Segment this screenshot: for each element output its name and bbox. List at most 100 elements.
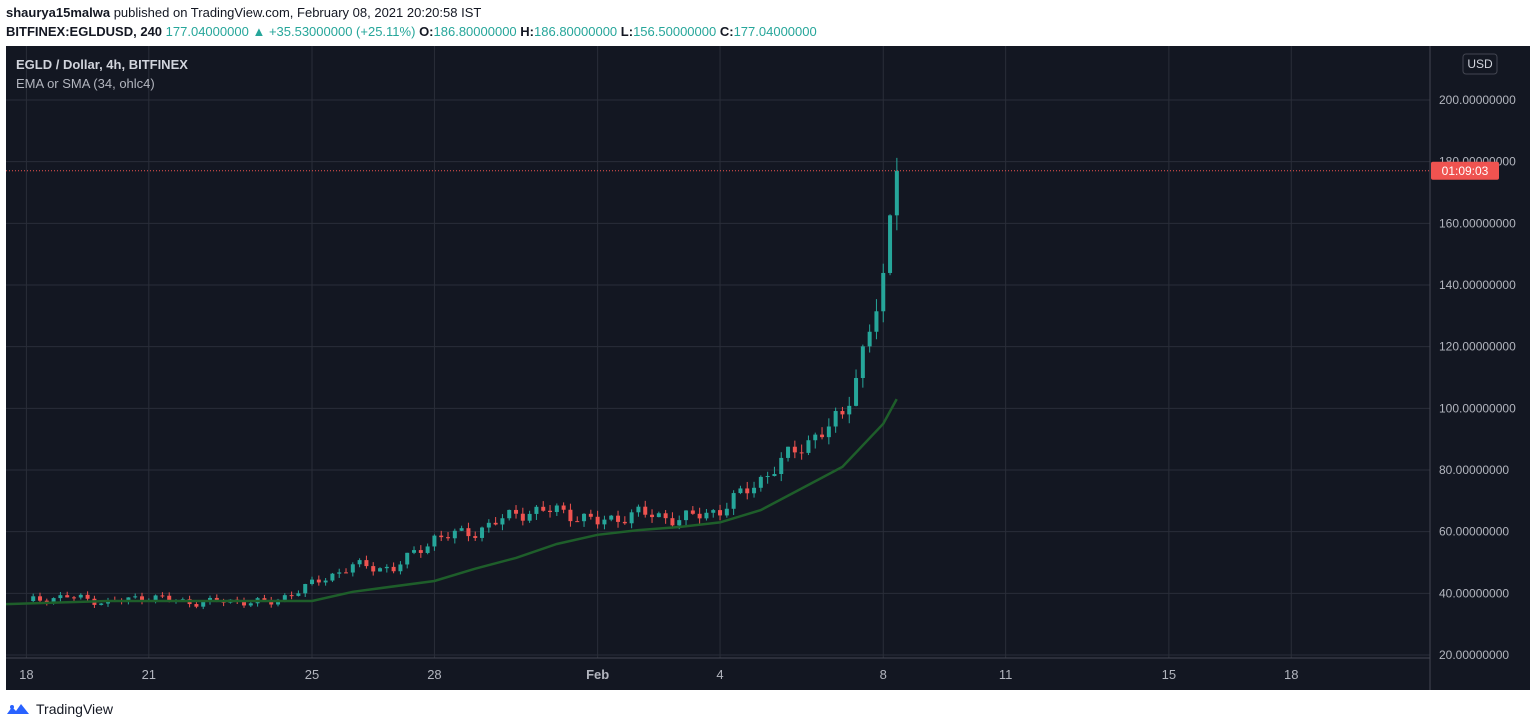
high-label: H: (520, 24, 535, 39)
candle-body (833, 411, 838, 427)
symbol-label: BITFINEX:EGLDUSD, 240 (6, 24, 163, 39)
candle-body (242, 601, 247, 606)
candle-body (826, 426, 831, 438)
candle-body (820, 434, 825, 438)
candle-body (568, 509, 573, 522)
candle-body (493, 522, 498, 525)
candle-body (575, 521, 580, 523)
candle-body (690, 510, 695, 514)
candle-body (745, 488, 750, 494)
candle-body (527, 513, 532, 521)
price-tick-label: 60.00000000 (1439, 525, 1509, 539)
time-tick-label: 18 (1284, 667, 1298, 682)
candle-body (38, 596, 43, 601)
candle-body (663, 513, 668, 519)
time-axis[interactable]: 18 21 25 28 Feb 4 8 11 15 18 (19, 667, 1298, 682)
candle-body (840, 411, 845, 415)
candle-body (310, 579, 315, 585)
candle-body (894, 170, 899, 216)
candle-body (786, 446, 791, 458)
candle-body (371, 566, 376, 572)
candle-body (452, 530, 457, 539)
grid (6, 46, 1430, 658)
candle-body (480, 527, 485, 538)
price-tick-label: 200.00000000 (1439, 93, 1516, 107)
candle-body (752, 487, 757, 494)
candle-body (867, 331, 872, 347)
candle-body (65, 595, 70, 598)
price-axis[interactable]: 200.00000000180.00000000160.00000000140.… (1439, 93, 1516, 662)
candle-body (486, 522, 491, 528)
time-tick-label: 15 (1162, 667, 1176, 682)
close-label: C: (719, 24, 734, 39)
candle-body (316, 579, 321, 583)
candle-body (160, 595, 165, 597)
candle-body (772, 473, 777, 477)
time-tick-label: 18 (19, 667, 33, 682)
candle-body (473, 536, 478, 538)
price-tick-label: 40.00000000 (1439, 586, 1509, 600)
candle-body (650, 514, 655, 518)
currency-button[interactable]: USD (1462, 53, 1498, 75)
legend-title: EGLD / Dollar, 4h, BITFINEX (16, 57, 188, 72)
candle-body (534, 506, 539, 514)
price-badge: 01:09:03 (1431, 161, 1499, 180)
close-value: 177.04000000 (733, 24, 817, 39)
currency-button-label[interactable]: USD (1467, 57, 1493, 71)
last-price: 177.04000000 (165, 24, 249, 39)
candle-body (588, 513, 593, 517)
candle-body (507, 509, 512, 519)
candle-body (799, 452, 804, 454)
price-change: +35.53000000 (+25.11%) (268, 24, 416, 39)
candle-body (656, 513, 661, 518)
countdown-badge (1431, 161, 1499, 180)
candle-body (330, 573, 335, 581)
candle-body (405, 552, 410, 565)
high-value: 186.80000000 (534, 24, 618, 39)
candle-body (323, 580, 328, 583)
candle-body (391, 566, 396, 572)
moving-average-line (6, 398, 898, 606)
candle-body (425, 546, 430, 553)
candle-body (140, 596, 145, 601)
candle-body (201, 601, 206, 607)
candle-body (337, 572, 342, 574)
candle-body (364, 560, 369, 567)
price-tick-label: 160.00000000 (1439, 216, 1516, 230)
tradingview-logo-icon[interactable] (6, 701, 30, 717)
candle-body (31, 596, 36, 602)
candle-body (554, 505, 559, 513)
candle-body (384, 566, 389, 569)
author-name[interactable]: shaurya15malwa (6, 5, 111, 20)
candle-body (72, 597, 77, 599)
candle-body (167, 595, 172, 601)
time-tick-label: 4 (716, 667, 723, 682)
currency-button-box[interactable] (1462, 53, 1498, 75)
candle-body (439, 535, 444, 538)
ohlc-line: BITFINEX:EGLDUSD, 240 177.04000000 ▲ +35… (6, 22, 1526, 42)
time-tick-label: 25 (305, 667, 319, 682)
candle-body (765, 476, 770, 478)
candle-body (888, 215, 893, 273)
candle-body (262, 598, 267, 601)
candle-body (85, 594, 90, 599)
candle-body (466, 528, 471, 537)
tradingview-brand[interactable]: TradingView (36, 701, 114, 717)
price-tick-label: 20.00000000 (1439, 648, 1509, 662)
candle-body (500, 518, 505, 525)
time-tick-label: 11 (999, 667, 1013, 682)
chart-frame[interactable]: 200.00000000 180.00000000 160.00000000 140.… (6, 46, 1530, 690)
candle-body (813, 434, 818, 441)
candle-body (616, 515, 621, 522)
candle-body (609, 515, 614, 520)
price-tick-label: 100.00000000 (1439, 401, 1516, 415)
price-chart[interactable]: 200.00000000180.00000000160.00000000140.… (6, 46, 1530, 690)
candle-body (847, 405, 852, 415)
candle-body (344, 572, 349, 574)
candle-body (854, 378, 859, 406)
candle-body (58, 595, 63, 599)
candle-body (133, 596, 138, 598)
candle-body (289, 595, 294, 597)
candle-body (214, 597, 219, 602)
candle-body (350, 564, 355, 573)
